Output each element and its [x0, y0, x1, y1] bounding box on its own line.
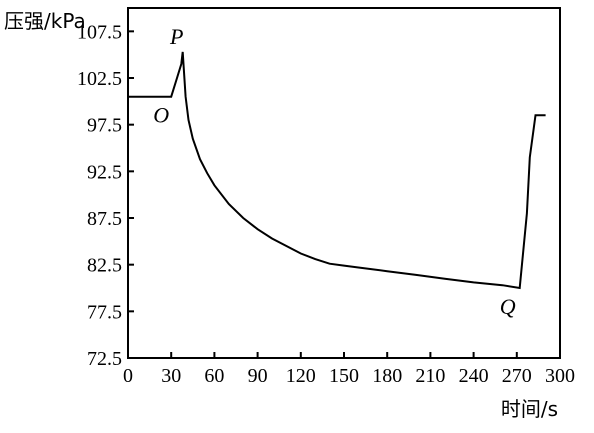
point-annotations: O P Q: [153, 24, 515, 319]
x-tick-label: 30: [161, 365, 181, 387]
y-tick-label: 102.5: [77, 68, 122, 90]
x-tick-label: 240: [459, 365, 489, 387]
x-tick-label: 210: [415, 365, 445, 387]
x-axis-ticks: 0 30 60 90 120 150 180 210 240 270 300: [123, 352, 575, 387]
plot-frame: [127, 7, 561, 359]
x-axis-title: 时间/s: [501, 397, 558, 421]
y-tick-label: 77.5: [87, 301, 122, 323]
y-tick-label: 87.5: [87, 208, 122, 230]
annotation-o: O: [153, 103, 169, 128]
x-tick-label: 120: [286, 365, 316, 387]
x-tick-label: 150: [329, 365, 359, 387]
y-axis-title: 压强/kPa: [4, 9, 86, 33]
x-tick-label: 270: [502, 365, 532, 387]
y-tick-label: 97.5: [87, 115, 122, 137]
x-tick-label: 90: [248, 365, 268, 387]
x-tick-label: 180: [372, 365, 402, 387]
y-tick-label: 107.5: [77, 21, 122, 43]
y-axis-ticks: 72.5 77.5 82.5 87.5 92.5 97.5 102.5 107.5: [77, 21, 134, 370]
pressure-series-line: [128, 51, 546, 290]
x-tick-label: 60: [204, 365, 224, 387]
annotation-p: P: [169, 24, 183, 49]
y-tick-label: 82.5: [87, 255, 122, 277]
y-tick-label: 92.5: [87, 161, 122, 183]
x-tick-label: 0: [123, 365, 133, 387]
annotation-q: Q: [500, 294, 516, 319]
x-tick-label: 300: [545, 365, 575, 387]
y-tick-label: 72.5: [87, 348, 122, 370]
